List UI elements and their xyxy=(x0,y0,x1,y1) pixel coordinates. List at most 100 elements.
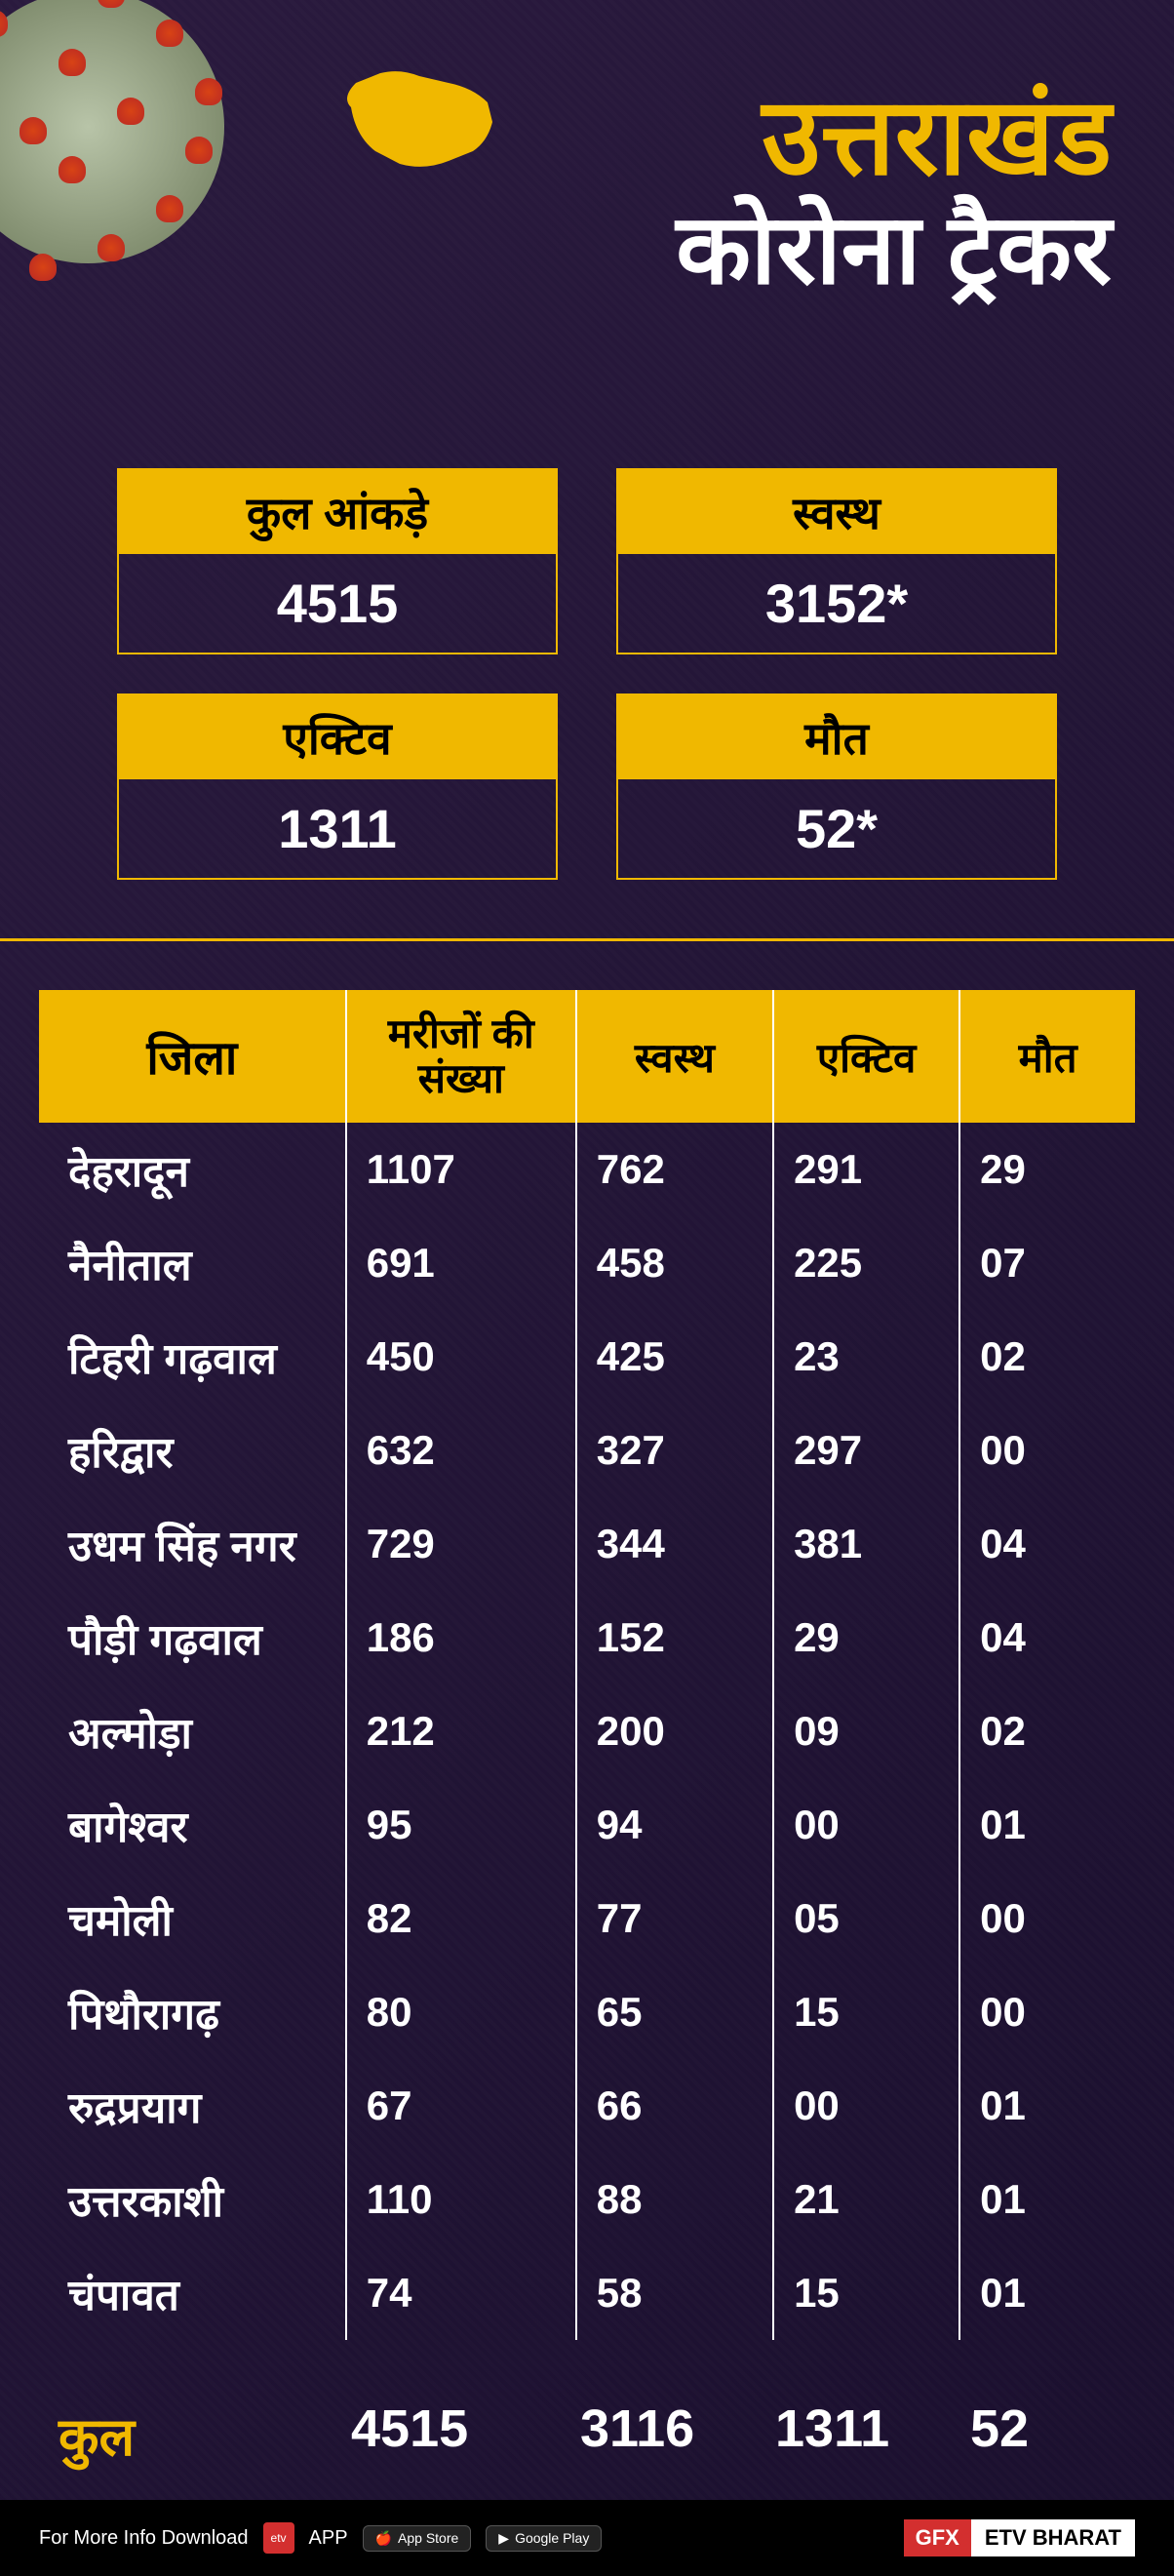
gfx-brand-badge: GFX ETV BHARAT xyxy=(904,2519,1135,2556)
cell-active: 15 xyxy=(773,1965,959,2059)
cell-active: 15 xyxy=(773,2246,959,2340)
cell-cases: 110 xyxy=(346,2153,576,2246)
table-row: उधम सिंह नगर 729 344 381 04 xyxy=(39,1497,1135,1591)
total-row: कुल 4515 3116 1311 52 xyxy=(0,2369,1174,2500)
table-container: जिला मरीजों की संख्या स्वस्थ एक्टिव मौत … xyxy=(0,941,1174,2369)
district-name: नैनीताल xyxy=(39,1216,346,1310)
col-recovered: स्वस्थ xyxy=(576,990,773,1123)
stat-label: कुल आंकड़े xyxy=(119,470,556,554)
cell-deaths: 01 xyxy=(959,2246,1135,2340)
table-row: हरिद्वार 632 327 297 00 xyxy=(39,1404,1135,1497)
table-row: उत्तरकाशी 110 88 21 01 xyxy=(39,2153,1135,2246)
cell-cases: 67 xyxy=(346,2059,576,2153)
col-district: जिला xyxy=(39,990,346,1123)
cell-cases: 186 xyxy=(346,1591,576,1684)
stat-recovered: स्वस्थ 3152* xyxy=(616,468,1057,654)
cell-cases: 1107 xyxy=(346,1123,576,1216)
cell-active: 00 xyxy=(773,1778,959,1872)
app-label: APP xyxy=(309,2527,348,2550)
playstore-badge[interactable]: ▶ Google Play xyxy=(486,2525,602,2552)
table-row: देहरादून 1107 762 291 29 xyxy=(39,1123,1135,1216)
col-deaths: मौत xyxy=(959,990,1135,1123)
cell-deaths: 07 xyxy=(959,1216,1135,1310)
district-name: देहरादून xyxy=(39,1123,346,1216)
table-row: नैनीताल 691 458 225 07 xyxy=(39,1216,1135,1310)
district-name: पिथौरागढ़ xyxy=(39,1965,346,2059)
cell-active: 297 xyxy=(773,1404,959,1497)
cell-recovered: 327 xyxy=(576,1404,773,1497)
cell-active: 00 xyxy=(773,2059,959,2153)
cell-deaths: 02 xyxy=(959,1684,1135,1778)
cell-recovered: 88 xyxy=(576,2153,773,2246)
cell-recovered: 66 xyxy=(576,2059,773,2153)
title-line-1: उत्तराखंड xyxy=(527,78,1112,196)
cell-deaths: 02 xyxy=(959,1310,1135,1404)
district-name: अल्मोड़ा xyxy=(39,1684,346,1778)
cell-recovered: 458 xyxy=(576,1216,773,1310)
cell-active: 225 xyxy=(773,1216,959,1310)
cell-deaths: 00 xyxy=(959,1872,1135,1965)
cell-active: 291 xyxy=(773,1123,959,1216)
stat-value: 3152* xyxy=(618,554,1055,653)
cell-recovered: 425 xyxy=(576,1310,773,1404)
cell-active: 09 xyxy=(773,1684,959,1778)
stat-label: स्वस्थ xyxy=(618,470,1055,554)
brand-label: ETV BHARAT xyxy=(971,2519,1135,2556)
cell-deaths: 01 xyxy=(959,1778,1135,1872)
cell-recovered: 344 xyxy=(576,1497,773,1591)
cell-active: 23 xyxy=(773,1310,959,1404)
appstore-badge[interactable]: 🍎 App Store xyxy=(363,2525,472,2552)
total-active: 1311 xyxy=(775,2398,970,2471)
title-line-2: कोरोना ट्रैकर xyxy=(527,196,1112,303)
total-cases: 4515 xyxy=(351,2398,580,2471)
stat-total: कुल आंकड़े 4515 xyxy=(117,468,558,654)
apple-icon: 🍎 xyxy=(375,2530,392,2547)
stat-value: 4515 xyxy=(119,554,556,653)
district-name: चंपावत xyxy=(39,2246,346,2340)
table-row: पौड़ी गढ़वाल 186 152 29 04 xyxy=(39,1591,1135,1684)
play-icon: ▶ xyxy=(498,2530,509,2547)
virus-icon xyxy=(0,0,293,332)
cell-cases: 691 xyxy=(346,1216,576,1310)
stat-deaths: मौत 52* xyxy=(616,694,1057,880)
cell-active: 381 xyxy=(773,1497,959,1591)
cell-cases: 212 xyxy=(346,1684,576,1778)
cell-active: 29 xyxy=(773,1591,959,1684)
district-name: टिहरी गढ़वाल xyxy=(39,1310,346,1404)
stats-grid: कुल आंकड़े 4515 स्वस्थ 3152* एक्टिव 1311… xyxy=(0,439,1174,938)
stat-value: 52* xyxy=(618,779,1055,878)
header-section: उत्तराखंड कोरोना ट्रैकर xyxy=(0,0,1174,439)
cell-recovered: 152 xyxy=(576,1591,773,1684)
cell-cases: 95 xyxy=(346,1778,576,1872)
district-name: रुद्रप्रयाग xyxy=(39,2059,346,2153)
cell-deaths: 01 xyxy=(959,2059,1135,2153)
state-map-icon xyxy=(332,59,507,195)
etv-app-icon: etv xyxy=(263,2522,294,2554)
table-row: चमोली 82 77 05 00 xyxy=(39,1872,1135,1965)
col-cases: मरीजों की संख्या xyxy=(346,990,576,1123)
stat-value: 1311 xyxy=(119,779,556,878)
district-name: पौड़ी गढ़वाल xyxy=(39,1591,346,1684)
table-row: अल्मोड़ा 212 200 09 02 xyxy=(39,1684,1135,1778)
cell-deaths: 04 xyxy=(959,1497,1135,1591)
footer: For More Info Download etv APP 🍎 App Sto… xyxy=(0,2500,1174,2576)
cell-cases: 74 xyxy=(346,2246,576,2340)
district-name: उत्तरकाशी xyxy=(39,2153,346,2246)
cell-cases: 450 xyxy=(346,1310,576,1404)
cell-cases: 632 xyxy=(346,1404,576,1497)
table-header-row: जिला मरीजों की संख्या स्वस्थ एक्टिव मौत xyxy=(39,990,1135,1123)
total-label: कुल xyxy=(59,2398,351,2471)
table-row: पिथौरागढ़ 80 65 15 00 xyxy=(39,1965,1135,2059)
district-name: हरिद्वार xyxy=(39,1404,346,1497)
district-name: चमोली xyxy=(39,1872,346,1965)
stat-label: मौत xyxy=(618,695,1055,779)
table-row: बागेश्वर 95 94 00 01 xyxy=(39,1778,1135,1872)
cell-deaths: 00 xyxy=(959,1965,1135,2059)
table-row: टिहरी गढ़वाल 450 425 23 02 xyxy=(39,1310,1135,1404)
cell-active: 21 xyxy=(773,2153,959,2246)
cell-cases: 82 xyxy=(346,1872,576,1965)
col-active: एक्टिव xyxy=(773,990,959,1123)
cell-recovered: 65 xyxy=(576,1965,773,2059)
total-deaths: 52 xyxy=(970,2398,1116,2471)
cell-recovered: 762 xyxy=(576,1123,773,1216)
